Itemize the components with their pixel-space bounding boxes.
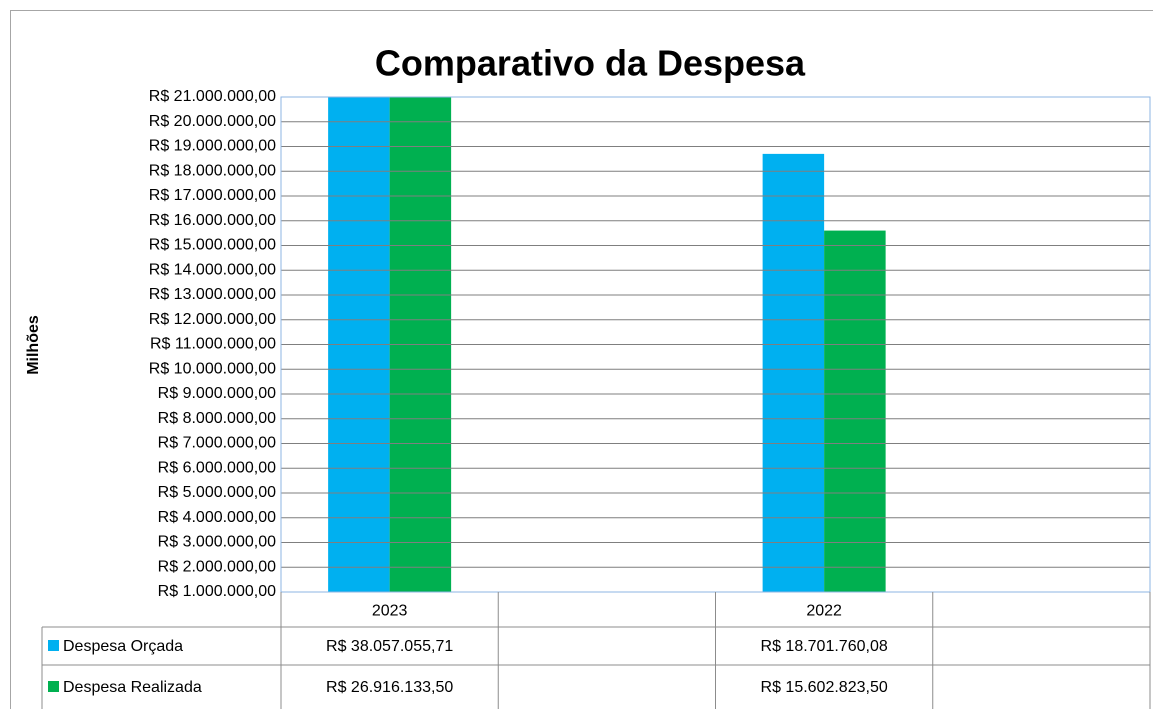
bar bbox=[328, 97, 390, 592]
y-tick-label: R$ 6.000.000,00 bbox=[158, 459, 276, 476]
y-tick-label: R$ 3.000.000,00 bbox=[158, 534, 276, 551]
y-tick-label: R$ 18.000.000,00 bbox=[149, 162, 276, 179]
y-tick-label: R$ 17.000.000,00 bbox=[149, 187, 276, 204]
y-tick-label: R$ 8.000.000,00 bbox=[158, 410, 276, 427]
y-tick-label: R$ 16.000.000,00 bbox=[149, 212, 276, 229]
data-table-value: R$ 38.057.055,71 bbox=[326, 638, 453, 655]
y-tick-label: R$ 9.000.000,00 bbox=[158, 385, 276, 402]
y-tick-label: R$ 13.000.000,00 bbox=[149, 286, 276, 303]
y-tick-label: R$ 4.000.000,00 bbox=[158, 509, 276, 526]
legend-label: Despesa Orçada bbox=[63, 638, 183, 655]
bars bbox=[328, 97, 886, 592]
data-table-value: R$ 26.916.133,50 bbox=[326, 679, 453, 696]
data-table-value: R$ 18.701.760,08 bbox=[761, 638, 888, 655]
y-tick-label: R$ 2.000.000,00 bbox=[158, 558, 276, 575]
x-tick-label: 2022 bbox=[806, 603, 842, 620]
legend-swatch bbox=[48, 640, 59, 651]
chart-border bbox=[10, 10, 1153, 709]
y-axis-title: Milhões bbox=[25, 315, 42, 375]
y-tick-label: R$ 20.000.000,00 bbox=[149, 113, 276, 130]
y-tick-label: R$ 5.000.000,00 bbox=[158, 484, 276, 501]
chart-title: Comparativo da Despesa bbox=[375, 43, 806, 84]
y-tick-label: R$ 11.000.000,00 bbox=[150, 336, 276, 353]
y-tick-label: R$ 12.000.000,00 bbox=[149, 311, 276, 328]
y-tick-label: R$ 15.000.000,00 bbox=[149, 237, 276, 254]
y-tick-label: R$ 21.000.000,00 bbox=[149, 88, 276, 105]
bar bbox=[762, 153, 825, 592]
data-table-value: R$ 15.602.823,50 bbox=[761, 679, 888, 696]
y-tick-label: R$ 14.000.000,00 bbox=[149, 261, 276, 278]
y-tick-label: R$ 1.000.000,00 bbox=[158, 583, 276, 600]
x-tick-label: 2023 bbox=[372, 603, 408, 620]
y-tick-label: R$ 10.000.000,00 bbox=[149, 360, 276, 377]
bar bbox=[824, 230, 886, 592]
y-tick-label: R$ 7.000.000,00 bbox=[158, 435, 276, 452]
legend-label: Despesa Realizada bbox=[63, 679, 202, 696]
y-tick-label: R$ 19.000.000,00 bbox=[149, 138, 276, 155]
bar bbox=[389, 97, 452, 592]
legend-swatch bbox=[48, 681, 59, 692]
